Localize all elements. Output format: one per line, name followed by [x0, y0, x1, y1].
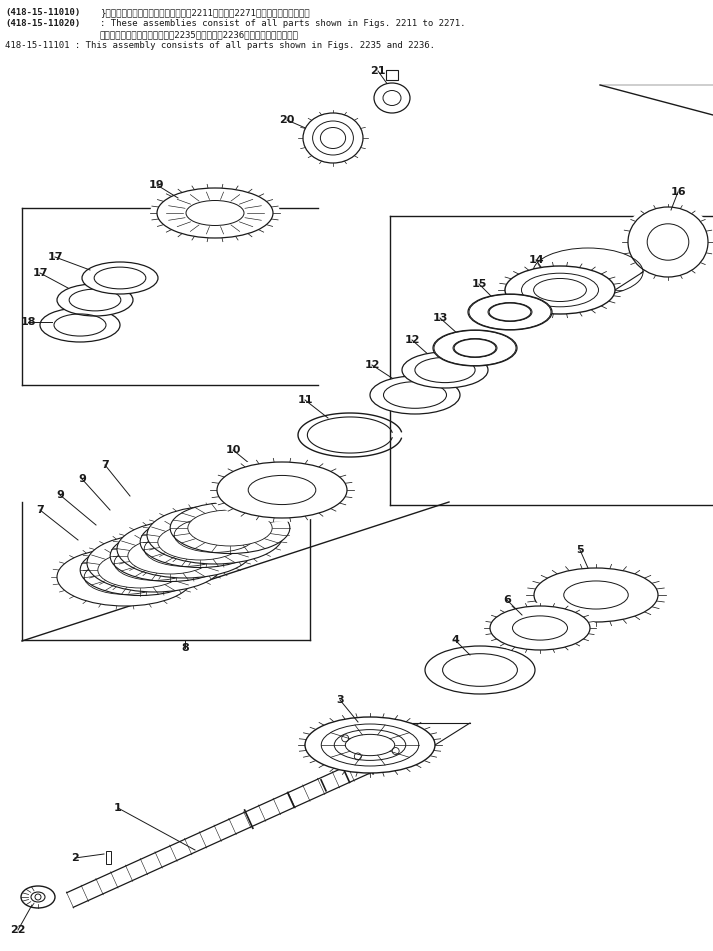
Text: }これらのアセンブリの構成部品は第2211図から第2271図の部品を含みます。: }これらのアセンブリの構成部品は第2211図から第2271図の部品を含みます。 — [100, 8, 309, 17]
Text: 418-15-11101 : This assembly consists of all parts shown in Figs. 2235 and 2236.: 418-15-11101 : This assembly consists of… — [5, 41, 435, 50]
Ellipse shape — [82, 262, 158, 294]
Text: : These assemblies consist of all parts shown in Figs. 2211 to 2271.: : These assemblies consist of all parts … — [100, 19, 466, 28]
Text: 7: 7 — [101, 460, 109, 470]
Ellipse shape — [157, 188, 273, 238]
Ellipse shape — [87, 534, 223, 592]
Text: 9: 9 — [56, 490, 64, 500]
Ellipse shape — [117, 520, 253, 578]
Ellipse shape — [564, 581, 628, 609]
Ellipse shape — [80, 545, 200, 595]
Ellipse shape — [490, 606, 590, 650]
Text: 15: 15 — [471, 279, 487, 289]
Text: 4: 4 — [451, 635, 459, 645]
Ellipse shape — [170, 502, 290, 553]
Ellipse shape — [484, 603, 596, 653]
Ellipse shape — [140, 516, 260, 568]
Text: 6: 6 — [503, 595, 511, 605]
Ellipse shape — [57, 548, 193, 606]
Text: 2: 2 — [71, 853, 79, 863]
Ellipse shape — [186, 201, 244, 225]
Ellipse shape — [217, 462, 347, 518]
Text: 5: 5 — [576, 545, 584, 555]
Ellipse shape — [210, 458, 354, 522]
Bar — [106, 851, 111, 864]
Text: 17: 17 — [47, 252, 63, 262]
Ellipse shape — [188, 510, 272, 546]
Ellipse shape — [57, 284, 133, 316]
Ellipse shape — [248, 476, 316, 505]
Text: 12: 12 — [404, 335, 420, 345]
Ellipse shape — [128, 538, 212, 574]
Text: 7: 7 — [36, 505, 44, 515]
Ellipse shape — [425, 646, 535, 694]
Bar — [386, 70, 398, 80]
Ellipse shape — [628, 207, 708, 277]
Ellipse shape — [98, 552, 182, 588]
Ellipse shape — [513, 616, 568, 640]
Ellipse shape — [505, 266, 615, 314]
Ellipse shape — [402, 352, 488, 388]
Ellipse shape — [468, 294, 552, 330]
Ellipse shape — [305, 717, 435, 773]
Ellipse shape — [21, 886, 55, 908]
Ellipse shape — [150, 184, 280, 242]
Text: 17: 17 — [32, 268, 48, 278]
Ellipse shape — [158, 524, 242, 560]
Text: 21: 21 — [370, 66, 386, 76]
Text: (418-15-11010): (418-15-11010) — [5, 8, 81, 17]
Text: (418-15-11020): (418-15-11020) — [5, 19, 81, 28]
Ellipse shape — [303, 113, 363, 163]
Ellipse shape — [647, 223, 689, 261]
Ellipse shape — [111, 531, 230, 581]
Ellipse shape — [534, 568, 658, 622]
Ellipse shape — [147, 506, 283, 564]
Text: 18: 18 — [20, 317, 36, 327]
Ellipse shape — [370, 376, 460, 414]
Text: 14: 14 — [528, 255, 544, 265]
Text: 19: 19 — [149, 180, 165, 190]
Text: 12: 12 — [364, 360, 380, 370]
Text: 3: 3 — [337, 695, 344, 705]
Text: 20: 20 — [279, 115, 294, 125]
Ellipse shape — [622, 204, 713, 281]
Text: 10: 10 — [225, 445, 241, 455]
Text: 1: 1 — [114, 803, 122, 813]
Text: 9: 9 — [78, 474, 86, 484]
Text: 16: 16 — [670, 187, 686, 197]
Ellipse shape — [374, 83, 410, 113]
Text: 8: 8 — [181, 643, 189, 653]
Text: 13: 13 — [432, 313, 448, 323]
Text: このアセンブリの構成部品は第2235図および第2236図の部品まで含みます: このアセンブリの構成部品は第2235図および第2236図の部品まで含みます — [100, 30, 299, 39]
Ellipse shape — [526, 564, 666, 627]
Ellipse shape — [40, 308, 120, 342]
Text: 22: 22 — [10, 925, 26, 935]
Ellipse shape — [433, 330, 517, 366]
Text: 11: 11 — [297, 395, 313, 405]
